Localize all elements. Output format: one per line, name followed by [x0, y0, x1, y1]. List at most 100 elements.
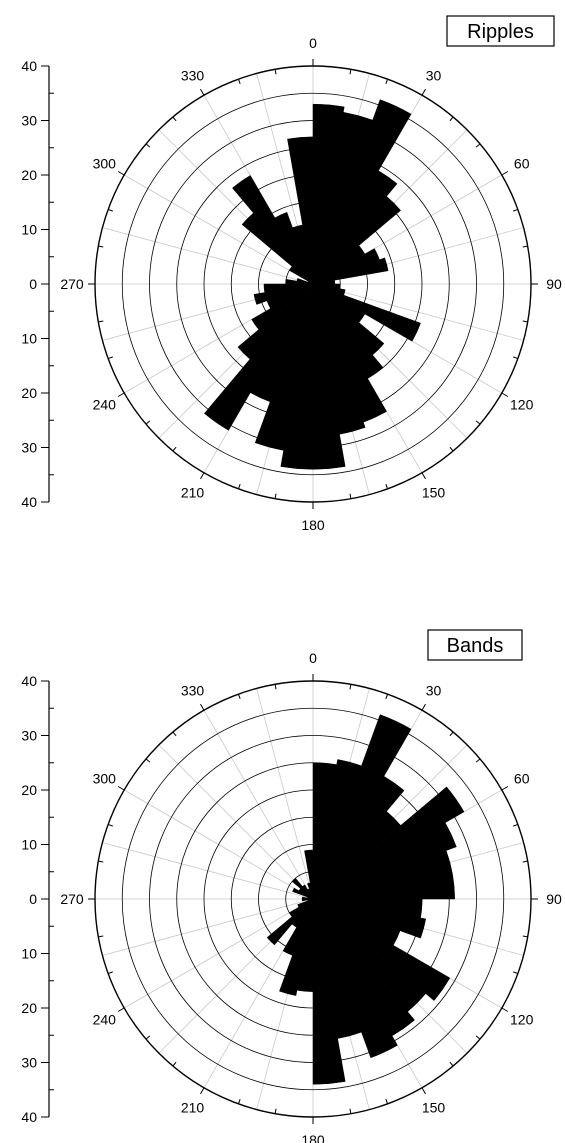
radial-tick-label: 0	[29, 891, 37, 907]
chart-title: Ripples	[467, 21, 534, 43]
rose-bar	[312, 898, 346, 1085]
angle-tick	[200, 1087, 205, 1095]
radial-tick-label: 40	[21, 673, 37, 689]
angle-tick	[449, 116, 454, 122]
angle-tick	[237, 78, 241, 85]
rose-bar	[312, 283, 421, 342]
angle-tick	[522, 320, 528, 323]
angle-tick	[274, 1108, 277, 1114]
angle-tick	[385, 78, 389, 85]
angle-label: 330	[181, 67, 205, 83]
angle-tick	[145, 758, 151, 763]
angle-tick	[145, 420, 151, 425]
polar-chart-1: 0 30 60 90 120 150 180 210 240 270 300 330 40 30 20 10 0…	[21, 15, 562, 533]
angle-tick	[501, 786, 509, 791]
angle-label: 30	[426, 67, 442, 83]
radial-tick-label: 10	[21, 946, 37, 962]
angle-tick	[512, 356, 519, 360]
rose-bar	[297, 898, 314, 908]
angle-label: 150	[422, 485, 446, 501]
angle-tick	[274, 684, 277, 690]
angle-tick	[349, 493, 352, 499]
rose-bar	[312, 786, 465, 900]
radial-tick-label: 20	[21, 385, 37, 401]
angle-tick	[107, 971, 114, 975]
angle-tick	[449, 446, 454, 452]
angle-tick	[501, 1007, 509, 1012]
rose-bar	[312, 257, 389, 285]
angle-label: 240	[93, 397, 117, 413]
angle-tick	[522, 935, 528, 938]
angle-label: 240	[93, 1012, 117, 1028]
rose-bar	[274, 211, 314, 285]
rose-bar	[302, 884, 314, 900]
radial-tick-label: 30	[21, 113, 37, 129]
rose-bar	[254, 283, 314, 451]
angle-tick	[172, 1061, 177, 1067]
angle-tick	[274, 69, 277, 75]
angle-tick	[145, 1035, 151, 1040]
radial-tick-label: 20	[21, 167, 37, 183]
angle-tick	[349, 69, 352, 75]
radial-tick-label: 30	[21, 440, 37, 456]
rose-bar	[312, 99, 412, 285]
angle-tick	[274, 493, 277, 499]
angle-label: 180	[301, 1132, 325, 1143]
angle-tick	[200, 472, 205, 480]
angle-tick	[237, 483, 241, 490]
angle-tick	[522, 245, 528, 248]
angle-tick	[475, 1035, 481, 1040]
radial-tick-label: 0	[29, 276, 37, 292]
angle-label: 300	[93, 156, 117, 172]
radial-tick-label: 10	[21, 331, 37, 347]
angle-tick	[117, 1007, 125, 1012]
angle-label: 60	[514, 771, 530, 787]
angle-label: 90	[546, 276, 562, 292]
angle-label: 210	[181, 1100, 205, 1116]
angle-tick	[172, 116, 177, 122]
angle-label: 210	[181, 485, 205, 501]
angle-tick	[200, 88, 205, 96]
rose-bar	[282, 898, 314, 956]
radial-tick-label: 10	[21, 837, 37, 853]
angle-tick	[475, 420, 481, 425]
radial-tick-label: 40	[21, 1109, 37, 1125]
rose-bar	[289, 898, 314, 917]
angle-tick	[98, 935, 104, 938]
rose-bar	[232, 175, 314, 285]
angle-tick	[349, 684, 352, 690]
rose-bar	[304, 849, 314, 900]
angle-tick	[475, 758, 481, 763]
angle-tick	[98, 320, 104, 323]
rose-bar	[291, 877, 314, 900]
title-box	[427, 629, 523, 661]
radial-tick-label: 30	[21, 1055, 37, 1071]
angle-tick	[421, 88, 426, 96]
rose-bar	[312, 775, 405, 900]
title-box	[446, 15, 555, 47]
angle-tick	[117, 171, 125, 176]
angle-tick	[522, 860, 528, 863]
angle-tick	[385, 693, 389, 700]
radial-tick-label: 20	[21, 782, 37, 798]
angle-label: 30	[426, 682, 442, 698]
angle-tick	[501, 392, 509, 397]
angle-label: 90	[546, 891, 562, 907]
rose-bar	[253, 283, 314, 305]
radial-tick-label: 40	[21, 494, 37, 510]
angle-tick	[107, 356, 114, 360]
angle-tick	[512, 823, 519, 827]
angle-tick	[237, 693, 241, 700]
angle-label: 0	[309, 35, 317, 51]
radial-tick-label: 30	[21, 728, 37, 744]
angle-tick	[145, 143, 151, 148]
angle-label: 270	[60, 276, 84, 292]
angle-label: 60	[514, 156, 530, 172]
angle-tick	[117, 786, 125, 791]
angle-label: 0	[309, 650, 317, 666]
angle-label: 120	[510, 397, 534, 413]
angle-tick	[107, 208, 114, 212]
angle-tick	[107, 823, 114, 827]
rose-bar	[279, 898, 314, 996]
